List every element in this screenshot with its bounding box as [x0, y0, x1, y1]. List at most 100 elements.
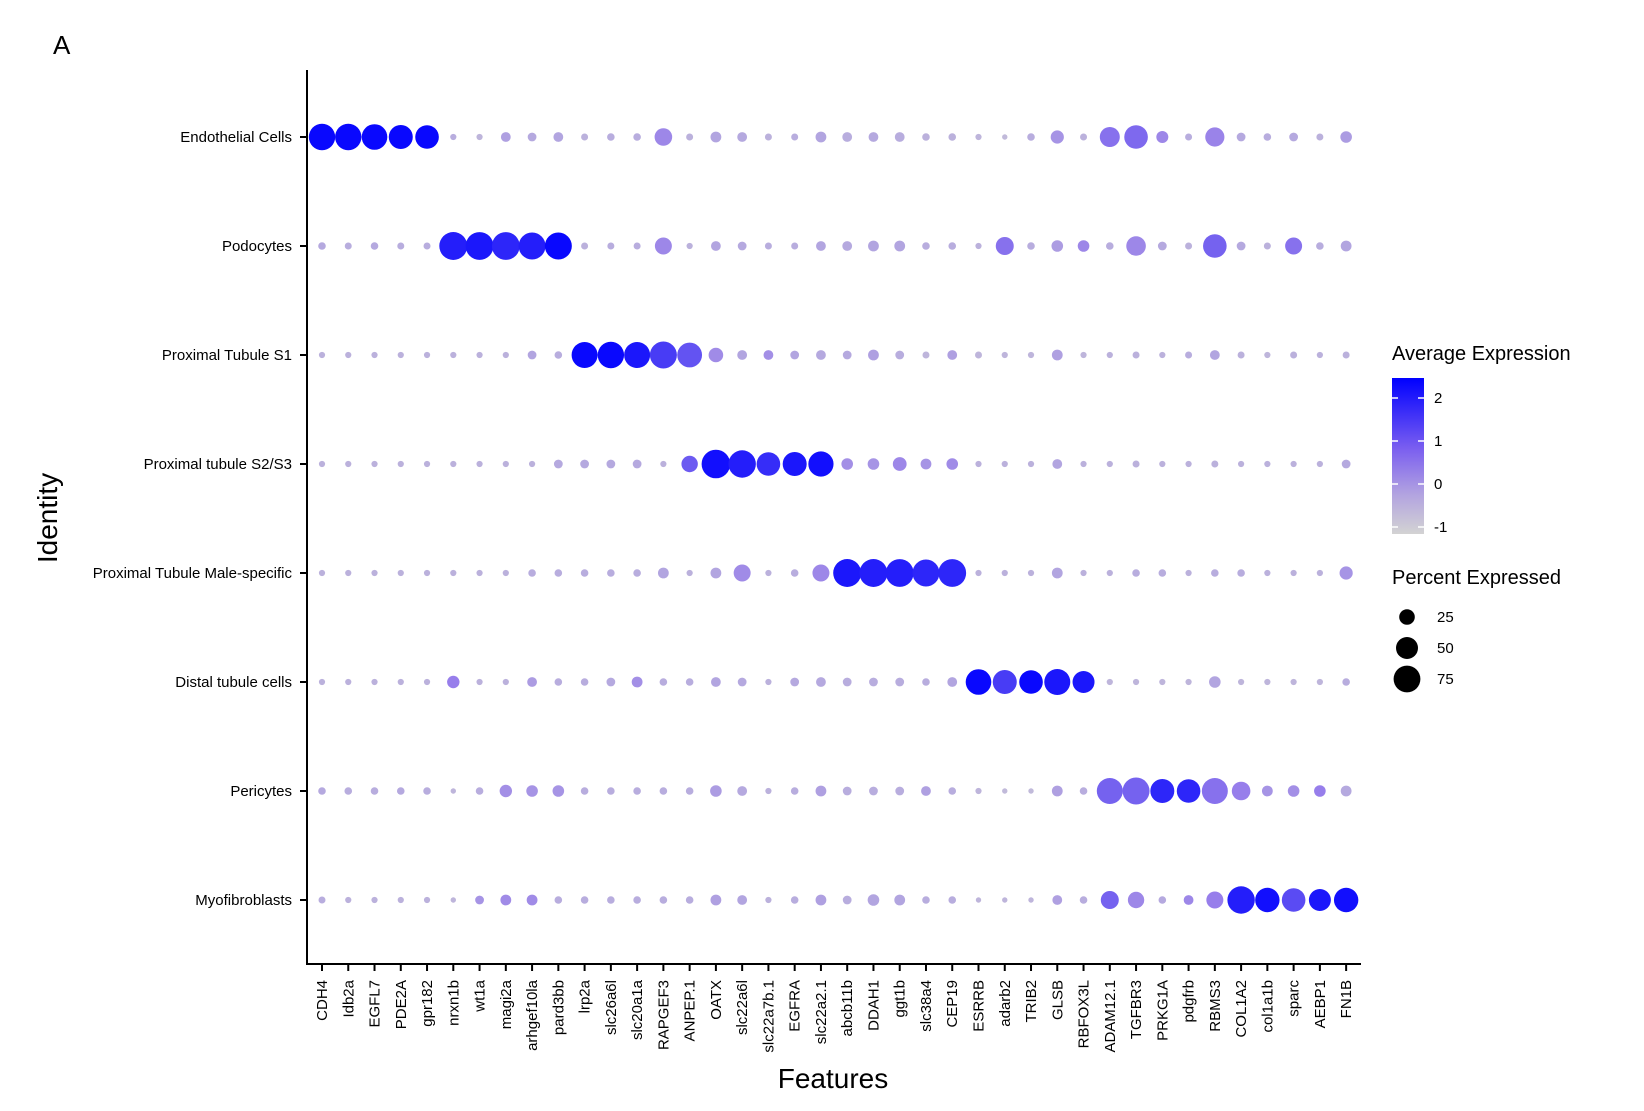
x-tick-label: CDH4	[314, 980, 331, 1021]
x-tick-label: FN1B	[1338, 980, 1355, 1018]
dot	[1079, 896, 1088, 904]
dot	[894, 894, 906, 906]
dot	[423, 896, 431, 904]
dot	[1341, 459, 1351, 469]
dot	[1027, 460, 1035, 468]
dot	[681, 455, 698, 473]
dot	[711, 677, 721, 687]
x-tick-label: COL1A2	[1233, 980, 1250, 1038]
dot	[654, 237, 672, 255]
dot	[476, 133, 483, 141]
dot	[335, 123, 362, 151]
dot	[947, 677, 958, 687]
dot	[344, 242, 352, 250]
dot	[1342, 678, 1350, 686]
x-tick-label: TRIB2	[1023, 980, 1040, 1023]
dot	[607, 787, 615, 795]
dot	[938, 559, 967, 587]
dot	[842, 786, 852, 796]
dot	[318, 569, 326, 577]
dot	[737, 241, 747, 251]
dot	[1203, 234, 1227, 258]
dot	[842, 132, 853, 142]
dot	[527, 677, 537, 687]
dot	[922, 351, 930, 359]
dot	[808, 451, 834, 477]
dot	[607, 133, 615, 141]
dot	[371, 569, 378, 577]
size-tick-label: 50	[1437, 640, 1454, 657]
axis-ticks	[300, 136, 1348, 971]
dot	[1159, 678, 1166, 686]
dot	[790, 569, 799, 577]
dot	[500, 132, 511, 142]
dot	[686, 133, 694, 141]
dot	[815, 785, 827, 797]
dot	[544, 232, 572, 260]
dot	[1281, 888, 1306, 912]
dot	[1209, 676, 1221, 688]
dot	[791, 242, 799, 250]
dot	[624, 342, 651, 368]
x-tick-label: pdgfrb	[1181, 980, 1198, 1023]
dot	[1176, 779, 1201, 803]
dot	[1264, 678, 1271, 686]
dot	[502, 678, 509, 686]
dot	[869, 677, 878, 687]
dot	[894, 240, 906, 252]
dot	[756, 452, 781, 476]
dot	[606, 677, 616, 687]
dot	[1231, 781, 1251, 801]
dot	[1236, 241, 1246, 251]
color-tick-label: 2	[1434, 390, 1442, 407]
dot	[922, 133, 930, 141]
size-legend-title: Percent Expressed	[1392, 567, 1561, 589]
dot	[606, 459, 616, 469]
dot	[920, 458, 932, 470]
dot	[948, 787, 957, 795]
dot	[764, 242, 772, 250]
dot	[500, 894, 512, 906]
dot	[1156, 131, 1169, 143]
dot	[476, 351, 483, 359]
dot	[1238, 678, 1245, 686]
dot	[842, 677, 852, 687]
dot	[659, 678, 668, 686]
dot	[580, 678, 589, 686]
dot	[318, 678, 326, 686]
dots	[308, 123, 1359, 914]
dot	[1051, 785, 1063, 797]
dot	[1183, 895, 1194, 905]
dot	[812, 564, 830, 582]
dot	[868, 240, 879, 252]
dot	[965, 669, 992, 695]
dot	[1333, 887, 1359, 913]
x-tick-label: wt1a	[472, 979, 489, 1012]
dot	[1150, 779, 1175, 803]
x-tick-label: OATX	[708, 980, 725, 1020]
dot	[397, 678, 404, 686]
x-tick-label: slc38a4	[918, 980, 935, 1032]
dot	[397, 460, 404, 468]
dot	[892, 457, 907, 471]
dot	[790, 677, 800, 687]
dot	[1106, 460, 1113, 468]
dot	[1001, 460, 1008, 468]
dot	[1080, 460, 1087, 468]
dot	[1342, 351, 1350, 359]
dot	[1211, 569, 1219, 577]
x-tick-label: EGFL7	[367, 980, 384, 1028]
x-tick-label: pard3bb	[550, 980, 567, 1035]
dot	[1340, 240, 1352, 252]
dot	[867, 894, 880, 906]
dot	[710, 894, 722, 906]
x-tick-label: slc22a6l	[734, 980, 751, 1035]
x-tick-label: ESRRB	[971, 980, 988, 1032]
dot	[371, 351, 378, 359]
x-tick-label: CEP19	[944, 980, 961, 1028]
dot	[1099, 127, 1120, 147]
dot	[975, 242, 982, 250]
dot	[1159, 351, 1166, 359]
dot	[1106, 351, 1113, 359]
dot	[345, 351, 352, 359]
